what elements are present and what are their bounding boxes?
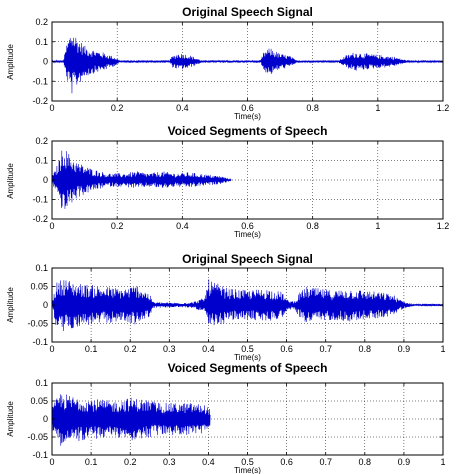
chart-title: Original Speech Signal [182, 5, 313, 19]
chart-3: 0 0.1 0.2 0.3 0.4 0.5 0.6 0.7 0.8 0.9 1 -0.1 -0.05 0 0… [6, 252, 446, 362]
x-tick-label: 0.4 [176, 103, 189, 113]
chart-1: 0 0.2 0.4 0.6 0.8 1 1.2 -0.2 -0.1 0 0.1 0.2 Original… [6, 5, 449, 121]
x-tick-label: 0.6 [280, 344, 293, 354]
y-tick-label: 0 [43, 300, 48, 310]
x-tick-label: 0 [49, 221, 54, 231]
x-axis-label: Time(s) [234, 112, 261, 121]
y-tick-label: 0.1 [35, 37, 48, 47]
x-axis-label: Time(s) [234, 353, 261, 362]
x-tick-label: 1 [440, 344, 445, 354]
y-tick-label: 0 [43, 57, 48, 67]
y-tick-label: -0.2 [32, 96, 48, 106]
y-tick-label: 0 [43, 414, 48, 424]
x-tick-label: 0.6 [280, 457, 293, 467]
y-tick-label: 0.1 [35, 378, 48, 388]
y-tick-label: 0.05 [30, 282, 48, 292]
x-tick-label: 0.1 [85, 457, 98, 467]
x-tick-label: 0.8 [306, 221, 319, 231]
y-tick-label: 0.1 [35, 156, 48, 166]
x-tick-label: 0 [49, 457, 54, 467]
y-tick-label: -0.05 [27, 319, 48, 329]
x-tick-label: 1 [375, 103, 380, 113]
x-tick-label: 0.2 [111, 103, 124, 113]
x-axis-label: Time(s) [234, 466, 261, 474]
chart-title: Voiced Segments of Speech [168, 124, 328, 138]
x-tick-label: 0.5 [241, 457, 254, 467]
x-tick-label: 0.7 [319, 344, 332, 354]
chart-title: Original Speech Signal [182, 252, 313, 266]
x-tick-label: 0.4 [176, 221, 189, 231]
x-axis-label: Time(s) [234, 230, 261, 239]
x-tick-label: 0.4 [202, 457, 215, 467]
y-tick-label: -0.2 [32, 214, 48, 224]
x-tick-label: 0.1 [85, 344, 98, 354]
y-tick-label: -0.05 [27, 432, 48, 442]
chart-4: 0 0.1 0.2 0.3 0.4 0.5 0.6 0.7 0.8 0.9 1 -0.1 -0.05 0 0… [6, 361, 446, 474]
x-tick-label: 0.8 [359, 344, 372, 354]
y-tick-label: -0.1 [32, 450, 48, 460]
y-axis-label: Amplitude [6, 401, 15, 437]
x-tick-label: 0.6 [241, 103, 254, 113]
x-tick-label: 0.7 [319, 457, 332, 467]
x-tick-label: 0.8 [306, 103, 319, 113]
x-tick-label: 1.2 [437, 221, 450, 231]
series-waveform [51, 150, 232, 209]
y-tick-label: 0 [43, 175, 48, 185]
y-tick-label: 0.2 [35, 136, 48, 146]
x-tick-label: 0 [49, 344, 54, 354]
x-tick-label: 0.9 [398, 457, 411, 467]
chart-title: Voiced Segments of Speech [168, 361, 328, 375]
series-waveform [51, 394, 211, 446]
series-waveform [51, 37, 444, 94]
x-tick-label: 0.4 [202, 344, 215, 354]
x-tick-label: 1 [375, 221, 380, 231]
y-tick-label: 0.2 [35, 17, 48, 27]
y-tick-label: 0.1 [35, 263, 48, 273]
x-tick-label: 0.5 [241, 344, 254, 354]
x-tick-label: 0.8 [359, 457, 372, 467]
x-tick-label: 0.3 [163, 344, 176, 354]
x-tick-label: 0.9 [398, 344, 411, 354]
y-axis-label: Amplitude [6, 44, 15, 80]
series-waveform [51, 279, 444, 332]
y-tick-label: -0.1 [32, 337, 48, 347]
x-tick-label: 0.2 [124, 344, 137, 354]
x-tick-label: 0.2 [111, 221, 124, 231]
y-tick-label: 0.05 [30, 396, 48, 406]
y-axis-label: Amplitude [6, 287, 15, 323]
y-tick-label: -0.1 [32, 195, 48, 205]
y-tick-label: -0.1 [32, 76, 48, 86]
x-tick-label: 1.2 [437, 103, 450, 113]
y-axis-label: Amplitude [6, 163, 15, 199]
x-tick-label: 0.3 [163, 457, 176, 467]
x-tick-label: 0.2 [124, 457, 137, 467]
chart-2: 0 0.2 0.4 0.6 0.8 1 1.2 -0.2 -0.1 0 0.1 0.2 Voiced S… [6, 124, 449, 239]
x-tick-label: 0 [49, 103, 54, 113]
x-tick-label: 0.6 [241, 221, 254, 231]
x-tick-label: 1 [440, 457, 445, 467]
